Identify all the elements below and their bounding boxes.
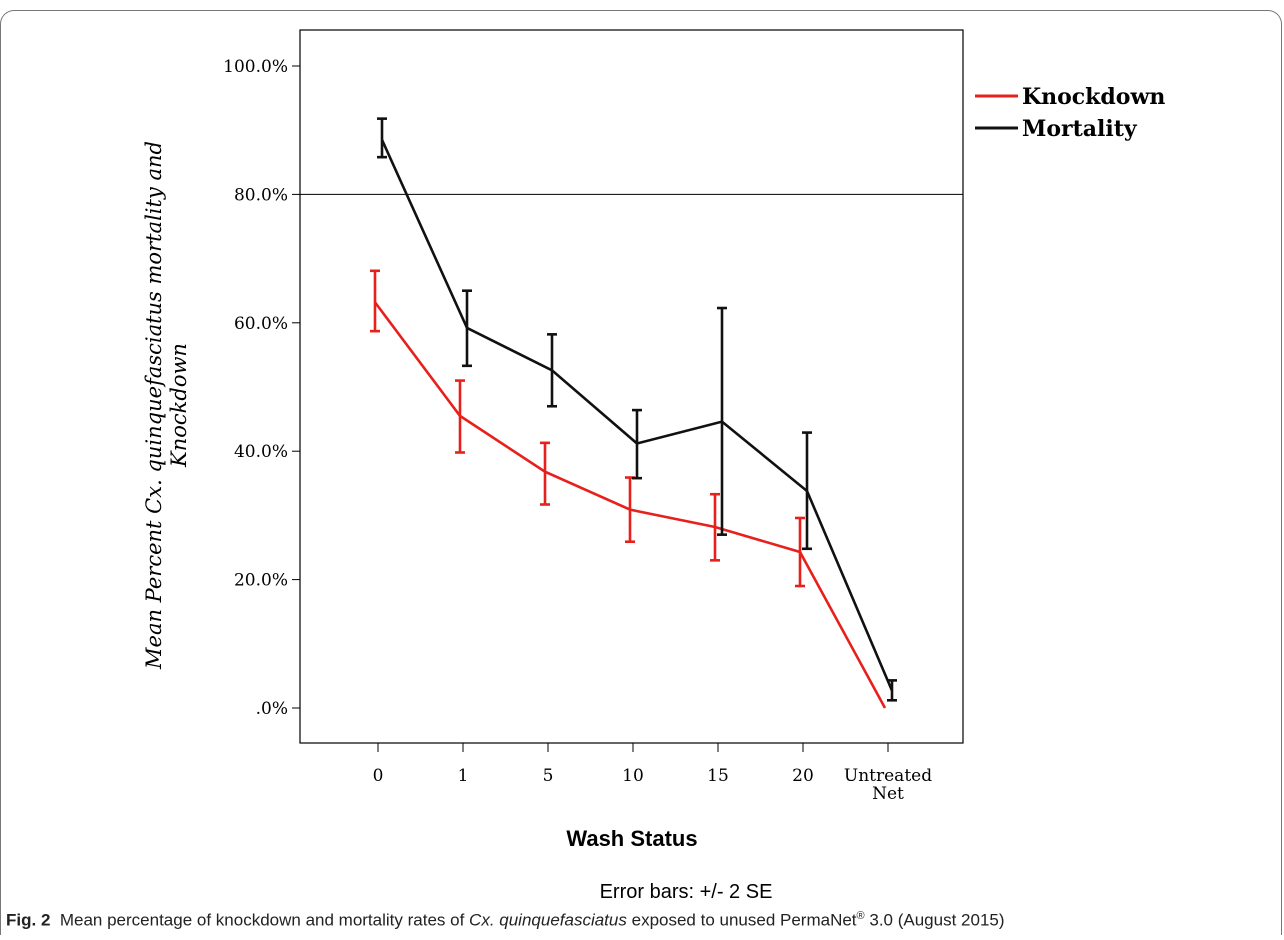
- caption-text-before: Mean percentage of knockdown and mortali…: [59, 910, 465, 930]
- legend-label-knockdown: Knockdown: [1022, 84, 1165, 110]
- x-tick-label: 15: [707, 766, 729, 786]
- y-axis: .0% 20.0% 40.0% 60.0% 80.0% 100.0%: [223, 57, 300, 719]
- x-tick-label: 20: [792, 766, 814, 786]
- figure-caption: Fig. 2 Mean percentage of knockdown and …: [6, 910, 1276, 931]
- plot-frame: [299, 29, 964, 744]
- caption-label: Fig. 2: [6, 910, 51, 930]
- legend: Knockdown Mortality: [975, 84, 1165, 142]
- y-tick-label: 100.0%: [223, 57, 288, 77]
- y-tick-label: .0%: [256, 699, 288, 719]
- x-tick-label: Net: [872, 784, 904, 804]
- line-chart: .0%20.0%40.0%60.0%80.0%100.0% 0 1 5 10 15 20 U…: [142, 29, 1165, 903]
- caption-species: Cx. quinquefasciatus: [469, 910, 627, 930]
- error-bars-note: Error bars: +/- 2 SE: [600, 881, 773, 903]
- legend-label-mortality: Mortality: [1022, 116, 1138, 142]
- y-axis-label-line1: Mean Percent Cx. quinquefasciatus mortal…: [142, 141, 166, 670]
- caption-text-after: 3.0 (August 2015): [869, 910, 1005, 930]
- x-tick-label: 10: [622, 766, 644, 786]
- x-tick-label: 0: [373, 766, 384, 786]
- caption-registered-mark: ®: [856, 910, 865, 922]
- x-tick-label: 5: [543, 766, 554, 786]
- y-tick-label: 20.0%: [234, 571, 288, 591]
- y-axis-label-line2: Knockdown: [167, 343, 191, 468]
- y-tick-label: 60.0%: [234, 314, 288, 334]
- series-layer: [370, 117, 897, 709]
- y-tick-label: 80.0%: [234, 185, 288, 205]
- caption-text-middle: exposed to unused PermaNet: [631, 910, 857, 930]
- x-axis-label: Wash Status: [566, 826, 697, 851]
- plot-area: [299, 29, 964, 744]
- figure-frame: [0, 10, 1282, 935]
- x-tick-label: 1: [458, 766, 469, 786]
- x-tick-label: Untreated: [844, 766, 932, 786]
- y-tick-label: 40.0%: [234, 442, 288, 462]
